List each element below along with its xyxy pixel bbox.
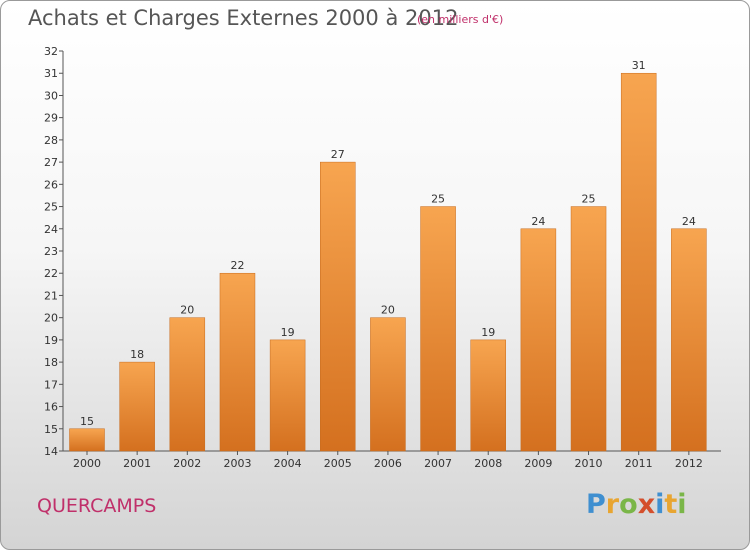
bar-value-label: 19 bbox=[481, 326, 495, 339]
logo-letter: r bbox=[605, 489, 620, 520]
bar-value-label: 24 bbox=[531, 215, 545, 228]
y-tick-label: 28 bbox=[44, 134, 58, 147]
bar-value-label: 19 bbox=[281, 326, 295, 339]
bar-value-label: 27 bbox=[331, 148, 345, 161]
bar bbox=[119, 361, 155, 452]
x-tick-label: 2002 bbox=[173, 457, 201, 470]
x-tick-label: 2007 bbox=[424, 457, 452, 470]
bar-value-label: 15 bbox=[80, 415, 94, 428]
y-tick-label: 24 bbox=[44, 223, 58, 236]
logo-letter: i bbox=[655, 489, 665, 520]
x-tick-label: 2012 bbox=[675, 457, 703, 470]
bar bbox=[420, 206, 456, 452]
proxiti-logo[interactable]: Proxiti bbox=[586, 489, 687, 520]
bar bbox=[520, 228, 557, 452]
bar bbox=[370, 317, 406, 452]
bar-value-label: 20 bbox=[180, 304, 194, 317]
y-tick-label: 17 bbox=[44, 378, 58, 391]
x-tick-label: 2003 bbox=[223, 457, 251, 470]
bar-value-label: 22 bbox=[230, 259, 244, 272]
bar bbox=[620, 72, 657, 452]
y-tick-label: 22 bbox=[44, 267, 58, 280]
y-tick-label: 18 bbox=[44, 356, 58, 369]
chart-unit: (en milliers d'€) bbox=[417, 13, 504, 26]
bar bbox=[671, 228, 707, 452]
chart-title: Achats et Charges Externes 2000 à 2012 bbox=[28, 6, 459, 30]
y-tick-label: 19 bbox=[44, 334, 58, 347]
x-tick-label: 2010 bbox=[575, 457, 603, 470]
y-tick-label: 14 bbox=[44, 445, 58, 458]
bar-value-label: 20 bbox=[381, 304, 395, 317]
y-tick-label: 23 bbox=[44, 245, 58, 258]
y-tick-label: 26 bbox=[44, 178, 58, 191]
y-tick-label: 15 bbox=[44, 423, 58, 436]
bar bbox=[269, 339, 306, 452]
bar-value-label: 31 bbox=[632, 59, 646, 72]
y-tick-label: 25 bbox=[44, 201, 58, 214]
x-tick-label: 2009 bbox=[524, 457, 552, 470]
bar-value-label: 25 bbox=[582, 193, 596, 206]
x-tick-label: 2008 bbox=[474, 457, 502, 470]
bar bbox=[69, 428, 105, 452]
logo-letter: o bbox=[619, 489, 638, 520]
x-tick-label: 2006 bbox=[374, 457, 402, 470]
town-name: QUERCAMPS bbox=[37, 495, 157, 517]
bar-value-label: 25 bbox=[431, 193, 445, 206]
y-tick-label: 30 bbox=[44, 89, 58, 102]
y-tick-label: 20 bbox=[44, 312, 58, 325]
y-tick-label: 29 bbox=[44, 112, 58, 125]
x-tick-label: 2004 bbox=[274, 457, 302, 470]
plot-area: 14 15 16 17 18 19 20 21 22 23 24 25 26 27 28 29 30 31 32 15… bbox=[44, 45, 721, 470]
y-tick-label: 31 bbox=[44, 67, 58, 80]
x-tick-label: 2005 bbox=[324, 457, 352, 470]
y-tick-label: 16 bbox=[44, 401, 58, 414]
y-tick-label: 21 bbox=[44, 289, 58, 302]
y-tick-label: 27 bbox=[44, 156, 58, 169]
bar bbox=[470, 339, 506, 452]
bar bbox=[219, 272, 256, 452]
bar bbox=[320, 161, 356, 452]
logo-letter: x bbox=[637, 489, 656, 520]
bar-value-label: 18 bbox=[130, 348, 144, 361]
logo-letter: t bbox=[664, 489, 678, 520]
logo-letter: P bbox=[586, 489, 606, 520]
x-tick-label: 2000 bbox=[73, 457, 101, 470]
x-tick-label: 2001 bbox=[123, 457, 151, 470]
y-tick-label: 32 bbox=[44, 45, 58, 58]
logo-letter: i bbox=[677, 489, 687, 520]
x-tick-label: 2011 bbox=[625, 457, 653, 470]
bar bbox=[169, 317, 206, 452]
bar-value-label: 24 bbox=[682, 215, 696, 228]
bar bbox=[570, 206, 607, 452]
